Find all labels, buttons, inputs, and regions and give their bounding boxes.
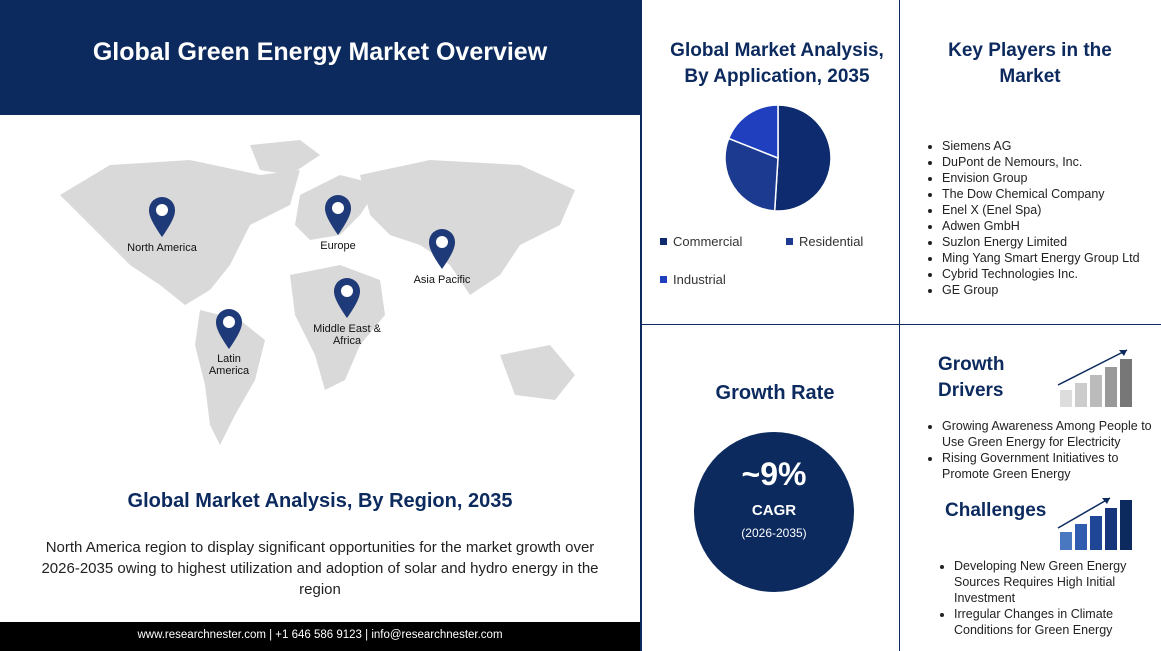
divider bbox=[640, 324, 1161, 325]
list-item: The Dow Chemical Company bbox=[942, 186, 1152, 202]
list-item: Enel X (Enel Spa) bbox=[942, 202, 1152, 218]
growth-title: Growth Rate bbox=[715, 382, 835, 404]
list-item: Irregular Changes in Climate Conditions … bbox=[954, 606, 1152, 638]
players-title: Key Players in the Market bbox=[948, 40, 1112, 87]
legend-swatch bbox=[786, 238, 793, 245]
footer-contact: www.researchnester.com | +1 646 586 9123… bbox=[137, 629, 503, 641]
pie-slice bbox=[724, 137, 779, 212]
divider bbox=[640, 0, 642, 651]
region-label: Europe bbox=[320, 240, 356, 252]
list-item: GE Group bbox=[942, 282, 1152, 298]
list-item: Adwen GmbH bbox=[942, 218, 1152, 234]
list-item: Envision Group bbox=[942, 170, 1152, 186]
cagr-circle bbox=[694, 432, 854, 592]
cagr-period: (2026-2035) bbox=[741, 526, 807, 540]
pie-slice bbox=[727, 104, 779, 160]
pie-slice bbox=[773, 104, 832, 212]
legend-swatch bbox=[660, 276, 667, 283]
pie-chart bbox=[724, 104, 832, 212]
legend-item: Commercial bbox=[660, 234, 742, 249]
region-label: Middle East & Africa bbox=[313, 323, 381, 347]
legend-item: Industrial bbox=[660, 272, 726, 287]
legend-label: Residential bbox=[799, 234, 864, 249]
drivers-icon bbox=[1057, 349, 1132, 407]
header-title: Global Green Energy Market Overview bbox=[92, 38, 548, 66]
pie-title: Global Market Analysis, By Application, … bbox=[670, 40, 884, 87]
players-list: Siemens AGDuPont de Nemours, Inc.Envisio… bbox=[926, 138, 1152, 298]
legend-swatch bbox=[660, 238, 667, 245]
cagr-value: ~9% bbox=[741, 456, 807, 492]
map-pins bbox=[149, 195, 455, 349]
region-label: Asia Pacific bbox=[413, 274, 471, 286]
footer-bar bbox=[0, 622, 640, 651]
challenges-list: Developing New Green Energy Sources Requ… bbox=[938, 558, 1152, 638]
list-item: Siemens AG bbox=[942, 138, 1152, 154]
header-bar bbox=[0, 0, 640, 115]
region-description: North America region to display signific… bbox=[41, 539, 599, 598]
list-item: DuPont de Nemours, Inc. bbox=[942, 154, 1152, 170]
legend-label: Commercial bbox=[673, 234, 743, 249]
list-item: Suzlon Energy Limited bbox=[942, 234, 1152, 250]
region-title: Global Market Analysis, By Region, 2035 bbox=[127, 490, 513, 512]
drivers-list: Growing Awareness Among People to Use Gr… bbox=[926, 418, 1152, 482]
region-label: Latin America bbox=[208, 353, 250, 377]
region-label: North America bbox=[127, 242, 197, 254]
legend-label: Industrial bbox=[673, 272, 726, 287]
list-item: Ming Yang Smart Energy Group Ltd bbox=[942, 250, 1152, 266]
drivers-title: Growth Drivers bbox=[938, 354, 1005, 401]
list-item: Developing New Green Energy Sources Requ… bbox=[954, 558, 1152, 606]
divider bbox=[899, 0, 900, 651]
challenges-title: Challenges bbox=[945, 500, 1047, 521]
list-item: Rising Government Initiatives to Promote… bbox=[942, 450, 1152, 482]
cagr-label: CAGR bbox=[751, 502, 797, 519]
list-item: Growing Awareness Among People to Use Gr… bbox=[942, 418, 1152, 450]
list-item: Cybrid Technologies Inc. bbox=[942, 266, 1152, 282]
challenges-icon bbox=[1057, 497, 1132, 550]
legend-item: Residential bbox=[786, 234, 863, 249]
